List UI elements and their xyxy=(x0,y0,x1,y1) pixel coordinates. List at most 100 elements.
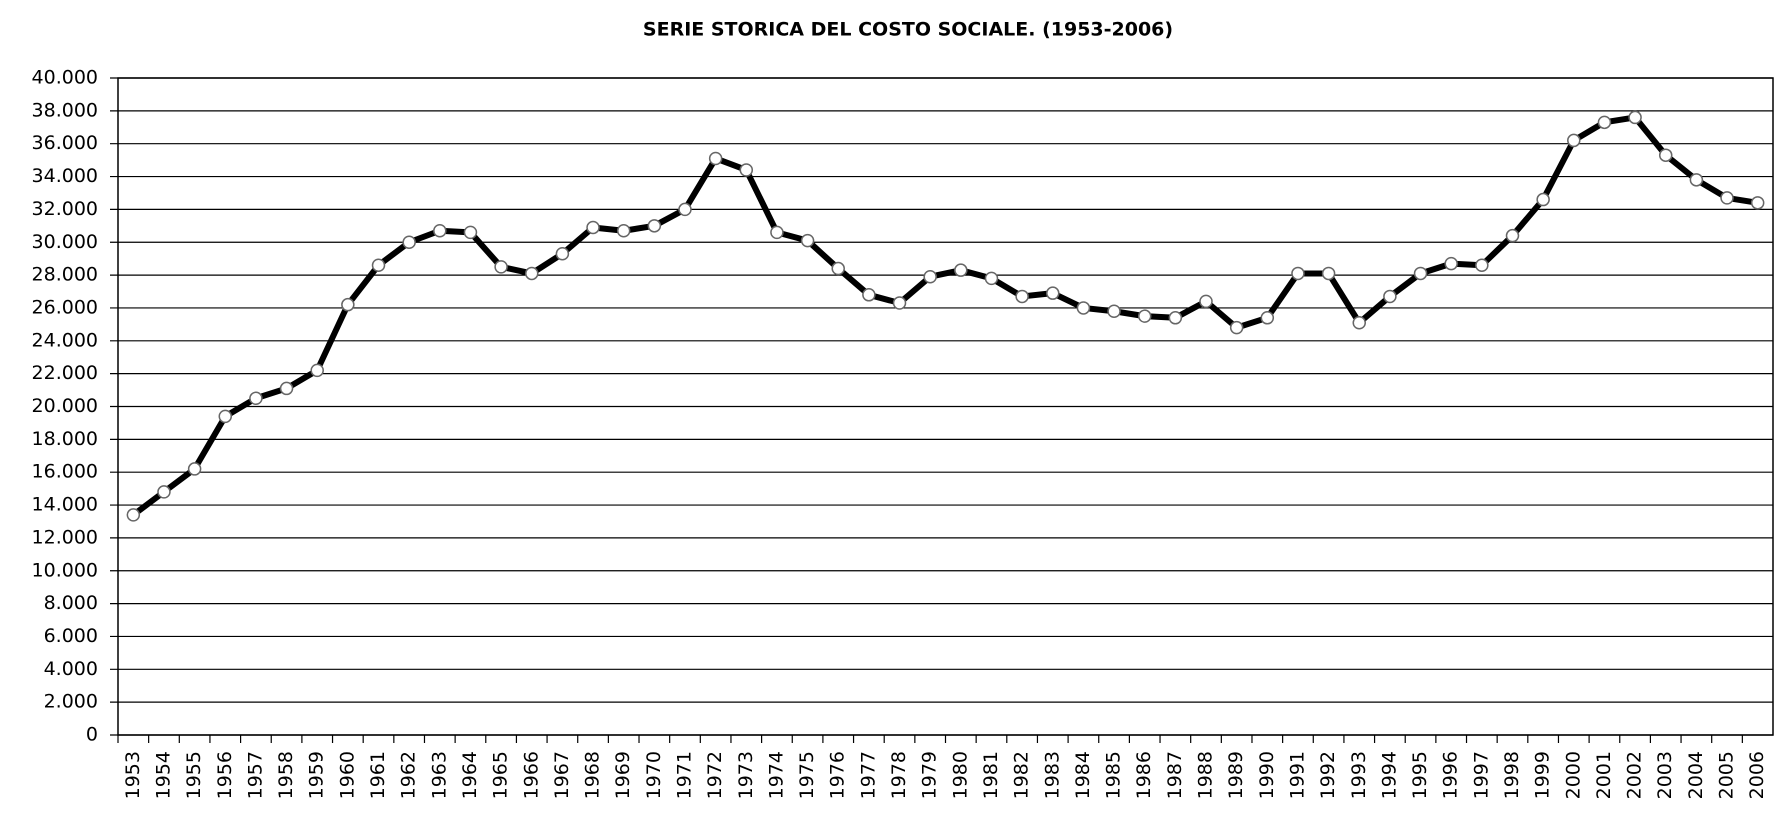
data-point xyxy=(1076,301,1091,315)
y-tick-label: 20.000 xyxy=(32,395,98,417)
x-tick-label: 1996 xyxy=(1440,751,1462,799)
x-tick-label: 2002 xyxy=(1624,751,1646,799)
x-tick-label: 1994 xyxy=(1378,751,1400,799)
y-tick-label: 6.000 xyxy=(44,625,98,647)
data-point xyxy=(1720,191,1734,205)
y-tick-label: 0 xyxy=(86,724,98,746)
data-point xyxy=(892,296,907,310)
x-tick-label: 2000 xyxy=(1562,751,1584,799)
x-tick-label: 1959 xyxy=(306,751,328,799)
data-point xyxy=(1199,294,1213,309)
y-tick-label: 40.000 xyxy=(32,67,98,89)
x-tick-label: 1962 xyxy=(398,751,420,799)
data-point xyxy=(433,224,447,238)
data-point xyxy=(770,225,784,240)
chart-title: SERIE STORICA DEL COSTO SOCIALE. (1953-2… xyxy=(643,19,1173,41)
x-tick-label: 1991 xyxy=(1286,751,1308,799)
data-point xyxy=(586,220,600,235)
x-tick-label: 1998 xyxy=(1501,751,1523,799)
data-point xyxy=(616,224,631,238)
x-tick-label: 1980 xyxy=(949,751,971,799)
data-point xyxy=(1658,148,1673,162)
x-tick-label: 1974 xyxy=(765,751,787,799)
x-tick-label: 1975 xyxy=(796,751,818,799)
x-tick-label: 1979 xyxy=(919,751,941,799)
data-point xyxy=(1444,256,1458,271)
data-point xyxy=(187,462,202,476)
x-tick-label: 1972 xyxy=(704,751,726,799)
data-point xyxy=(1168,311,1183,325)
data-point xyxy=(1567,133,1581,148)
data-point xyxy=(463,225,478,240)
data-point xyxy=(708,151,723,166)
data-point xyxy=(525,266,539,281)
data-point xyxy=(984,271,999,286)
data-point xyxy=(1107,304,1121,318)
x-tick-label: 1955 xyxy=(183,751,205,799)
data-point xyxy=(1321,266,1336,281)
x-tick-label: 1993 xyxy=(1348,751,1370,799)
data-point xyxy=(739,163,754,177)
x-tick-label: 1976 xyxy=(827,751,849,799)
y-tick-label: 30.000 xyxy=(32,231,98,253)
x-tick-label: 1981 xyxy=(980,751,1002,799)
x-tick-label: 1964 xyxy=(459,751,481,799)
x-tick-label: 1977 xyxy=(857,751,879,799)
x-tick-label: 1984 xyxy=(1072,751,1094,799)
data-point xyxy=(1291,266,1305,281)
data-point xyxy=(279,381,294,396)
y-tick-label: 26.000 xyxy=(32,296,98,318)
x-tick-label: 1973 xyxy=(735,751,757,799)
x-tick-label: 1966 xyxy=(520,751,542,799)
x-tick-label: 1965 xyxy=(490,751,512,799)
data-point xyxy=(1413,266,1428,281)
x-tick-label: 1971 xyxy=(673,751,695,799)
data-point xyxy=(555,246,570,261)
data-point xyxy=(126,508,141,522)
data-point xyxy=(249,391,263,406)
x-tick-label: 1995 xyxy=(1409,751,1431,799)
data-point xyxy=(1383,289,1397,304)
x-tick-label: 1988 xyxy=(1195,751,1217,799)
y-tick-label: 22.000 xyxy=(32,362,98,384)
data-point xyxy=(1750,196,1765,210)
y-tick-label: 10.000 xyxy=(32,559,98,581)
data-point xyxy=(1689,173,1704,187)
data-point xyxy=(862,288,876,302)
x-tick-label: 1983 xyxy=(1041,751,1063,799)
x-tick-label: 2004 xyxy=(1685,751,1707,799)
data-point xyxy=(1260,311,1275,325)
x-tick-label: 2006 xyxy=(1746,751,1768,799)
data-point xyxy=(402,235,416,249)
x-tick-label: 1960 xyxy=(336,751,358,799)
data-point xyxy=(647,219,662,233)
data-point xyxy=(1352,315,1366,330)
y-tick-label: 24.000 xyxy=(32,329,98,351)
x-tick-label: 1982 xyxy=(1011,751,1033,799)
x-tick-label: 2001 xyxy=(1593,751,1615,799)
data-point xyxy=(923,269,937,284)
y-tick-label: 32.000 xyxy=(32,198,98,220)
y-tick-label: 4.000 xyxy=(44,658,98,680)
data-point xyxy=(310,363,324,378)
data-point xyxy=(1137,309,1152,323)
x-tick-label: 1970 xyxy=(643,751,665,799)
data-point xyxy=(1536,192,1550,207)
x-tick-label: 1990 xyxy=(1256,751,1278,799)
data-point xyxy=(1505,228,1520,243)
y-tick-label: 8.000 xyxy=(44,592,98,614)
y-tick-label: 38.000 xyxy=(32,99,98,121)
y-tick-label: 18.000 xyxy=(32,428,98,450)
x-tick-label: 1958 xyxy=(275,751,297,799)
data-point xyxy=(341,297,355,312)
data-point xyxy=(494,260,508,274)
data-point xyxy=(371,258,386,272)
x-tick-label: 1997 xyxy=(1470,751,1492,799)
x-tick-label: 1967 xyxy=(551,751,573,799)
x-tick-label: 1957 xyxy=(244,751,266,799)
y-tick-label: 12.000 xyxy=(32,526,98,548)
x-tick-label: 2003 xyxy=(1654,751,1676,799)
x-tick-label: 1954 xyxy=(152,751,174,799)
x-tick-label: 1968 xyxy=(582,751,604,799)
